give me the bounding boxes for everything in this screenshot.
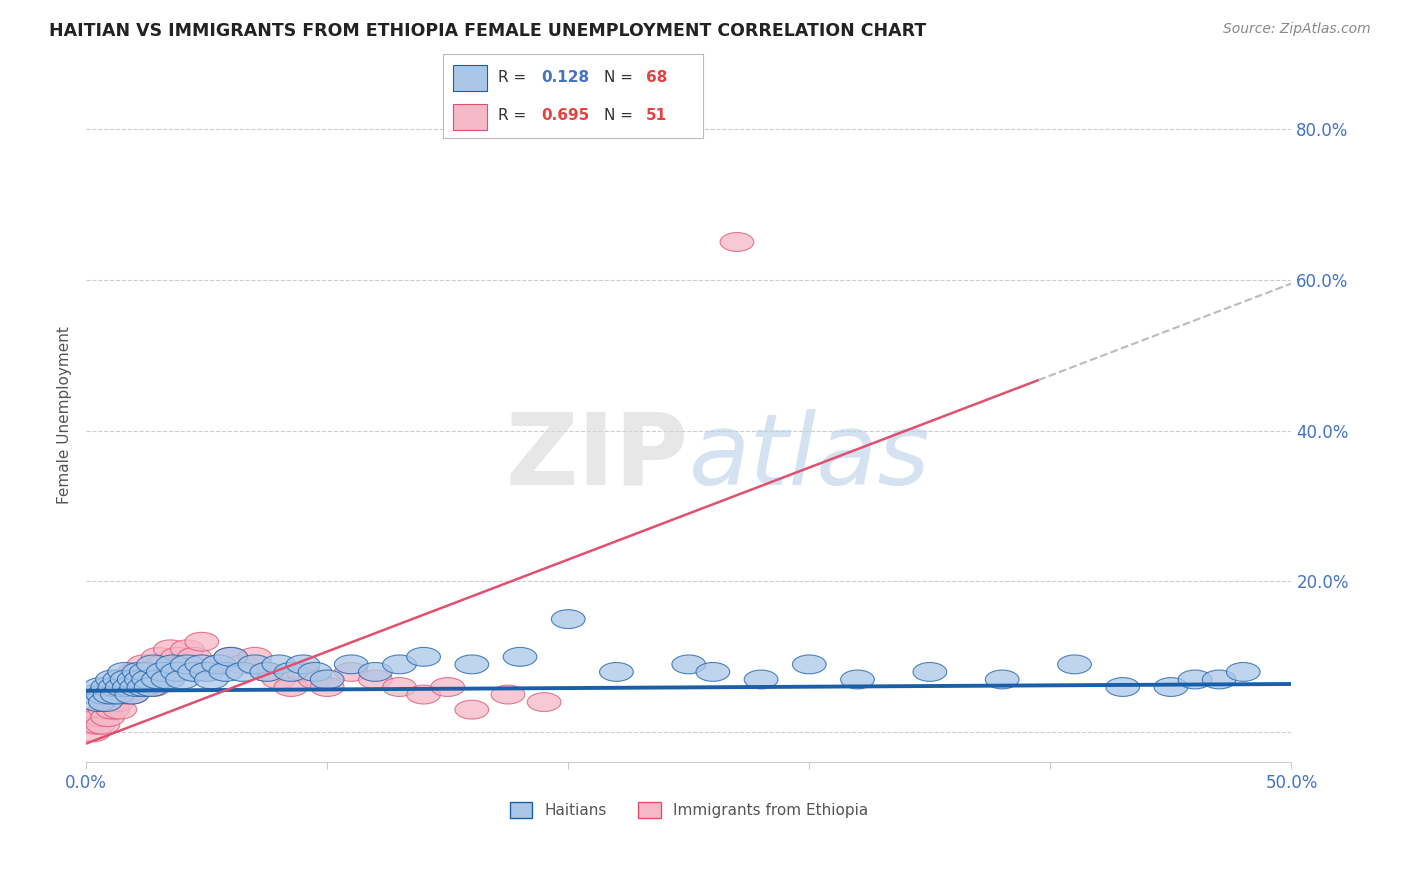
Bar <box>453 65 486 91</box>
Bar <box>453 104 486 130</box>
Text: N =: N = <box>605 108 638 123</box>
Text: ZIP: ZIP <box>506 409 689 506</box>
Text: HAITIAN VS IMMIGRANTS FROM ETHIOPIA FEMALE UNEMPLOYMENT CORRELATION CHART: HAITIAN VS IMMIGRANTS FROM ETHIOPIA FEMA… <box>49 22 927 40</box>
Text: atlas: atlas <box>689 409 931 506</box>
Text: N =: N = <box>605 70 638 85</box>
Text: 68: 68 <box>645 70 668 85</box>
Text: R =: R = <box>498 108 530 123</box>
Y-axis label: Female Unemployment: Female Unemployment <box>58 326 72 504</box>
Text: 51: 51 <box>645 108 666 123</box>
Text: 0.695: 0.695 <box>541 108 591 123</box>
Text: R =: R = <box>498 70 530 85</box>
Text: Source: ZipAtlas.com: Source: ZipAtlas.com <box>1223 22 1371 37</box>
Text: 0.128: 0.128 <box>541 70 591 85</box>
Legend: Haitians, Immigrants from Ethiopia: Haitians, Immigrants from Ethiopia <box>503 796 875 824</box>
